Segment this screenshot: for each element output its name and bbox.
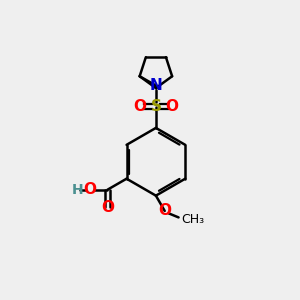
Text: H: H	[72, 183, 83, 197]
Text: O: O	[166, 99, 178, 114]
Text: N: N	[149, 78, 162, 93]
Text: CH₃: CH₃	[182, 213, 205, 226]
Text: O: O	[83, 182, 96, 197]
Text: O: O	[158, 203, 171, 218]
Text: O: O	[101, 200, 114, 215]
Text: O: O	[133, 99, 146, 114]
Text: S: S	[150, 99, 161, 114]
